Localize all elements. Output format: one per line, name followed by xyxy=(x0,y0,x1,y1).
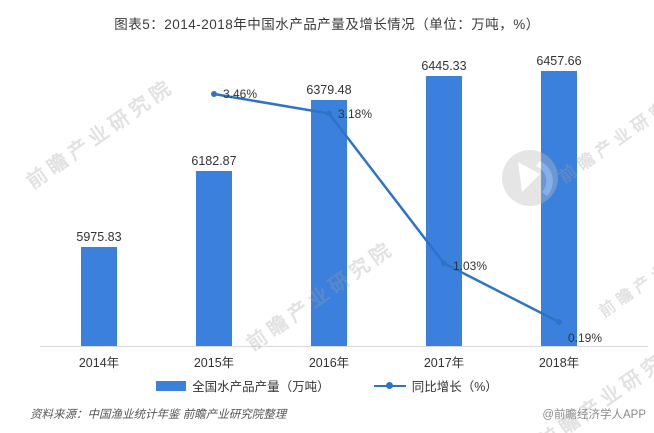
line-series-swatch-icon xyxy=(373,381,406,391)
bar-value-label: 6379.48 xyxy=(306,82,352,97)
bar-2016年 xyxy=(311,99,347,346)
bar-2017年 xyxy=(426,75,462,346)
legend-item-growth: 同比增长（%） xyxy=(373,376,498,395)
bar-value-label: 6445.33 xyxy=(421,58,467,73)
bar-series-swatch-icon xyxy=(156,380,187,391)
bar-2018年 xyxy=(541,71,577,346)
bar-value-label: 6457.66 xyxy=(536,54,582,69)
x-tick-label: 2014年 xyxy=(78,356,120,370)
line-point-marker xyxy=(326,110,332,117)
x-axis-line xyxy=(40,346,648,347)
line-value-label: 1.03% xyxy=(453,259,488,274)
chart-title: 图表5：2014-2018年中国水产品产量及增长情况（单位：万吨，%） xyxy=(114,17,540,32)
legend-label-growth: 同比增长（%） xyxy=(411,380,498,394)
bar-value-label: 5975.83 xyxy=(76,230,122,245)
legend: 全国水产品产量（万吨） 同比增长（%） xyxy=(0,376,654,395)
line-point-marker xyxy=(556,318,562,325)
line-point-marker xyxy=(211,91,217,98)
line-value-label: 3.18% xyxy=(338,106,373,121)
source-note: 资料来源：中国渔业统计年鉴 前瞻产业研究院整理 xyxy=(30,409,287,421)
line-value-label: 0.19% xyxy=(568,330,603,345)
x-tick-label: 2018年 xyxy=(538,356,580,370)
legend-label-production: 全国水产品产量（万吨） xyxy=(192,380,330,394)
x-tick-label: 2016年 xyxy=(308,356,350,370)
bar-value-label: 6182.87 xyxy=(191,154,237,169)
bar-2014年 xyxy=(81,247,117,346)
x-tick-label: 2017年 xyxy=(423,356,465,370)
line-point-marker xyxy=(441,260,447,267)
credit-note: @前瞻经济学人APP xyxy=(542,409,646,421)
line-value-label: 3.46% xyxy=(223,87,258,102)
bar-2015年 xyxy=(196,171,232,346)
legend-item-production: 全国水产品产量（万吨） xyxy=(156,376,330,395)
x-tick-label: 2015年 xyxy=(193,356,235,370)
